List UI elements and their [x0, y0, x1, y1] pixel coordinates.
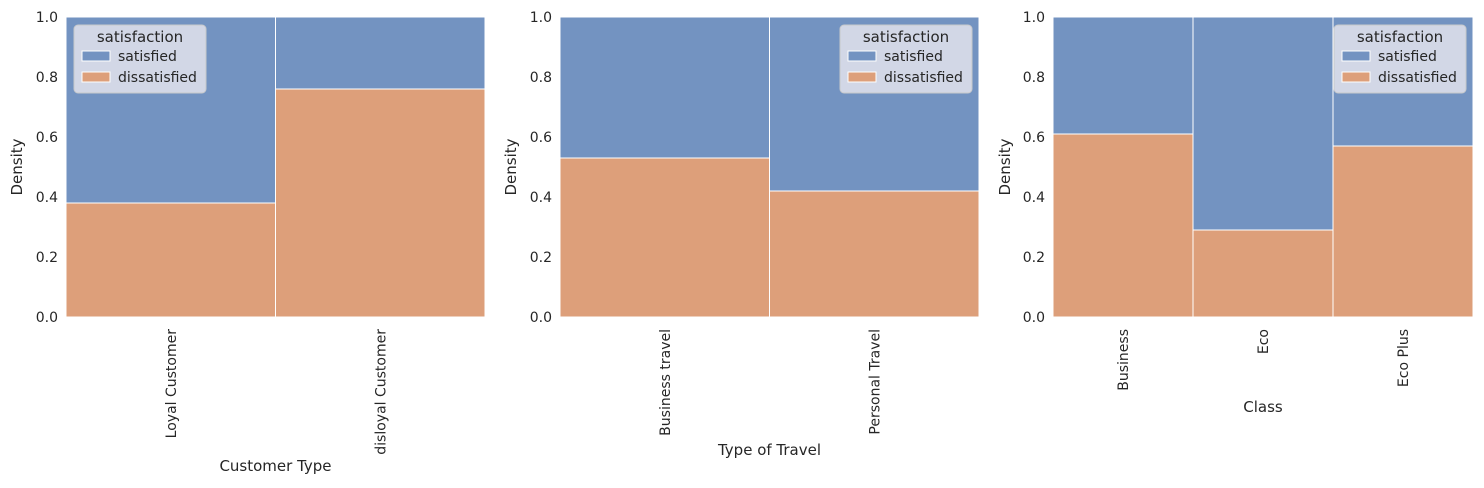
y-tick-label: 0.6: [530, 130, 552, 146]
legend-swatch-satisfied: [847, 50, 877, 62]
y-tick-label: 0.4: [530, 190, 552, 206]
x-tick-label: Personal Travel: [867, 329, 883, 435]
y-axis-label: Density: [8, 138, 26, 195]
legend-title: satisfaction: [863, 28, 949, 46]
x-tick-label: Eco Plus: [1396, 329, 1412, 387]
y-tick-label: 0.0: [530, 310, 552, 326]
x-tick-label: disloyal Customer: [373, 329, 389, 455]
legend-title: satisfaction: [97, 28, 183, 46]
y-tick-label: 0.8: [530, 70, 552, 86]
y-tick-label: 0.6: [36, 130, 58, 146]
y-tick-label: 0.2: [36, 250, 58, 266]
bar-dissatisfied: [65, 202, 276, 318]
y-tick-label: 0.4: [1023, 190, 1045, 206]
x-tick-label: Business: [1116, 329, 1132, 391]
bar-dissatisfied: [275, 88, 486, 318]
y-tick-label: 1.0: [1023, 10, 1045, 26]
x-axis-label: Class: [1243, 398, 1283, 416]
panel-2: 0.0 0.2 0.4 0.6 0.8 1.0 Business travel Persona…: [502, 10, 980, 459]
legend-swatch-satisfied: [1341, 50, 1371, 62]
y-tick-label: 0.2: [1023, 250, 1045, 266]
bar-dissatisfied: [1332, 145, 1474, 318]
y-tick-label: 0.0: [36, 310, 58, 326]
y-tick-label: 0.2: [530, 250, 552, 266]
bar-dissatisfied: [559, 157, 770, 318]
y-axis-label: Density: [996, 138, 1014, 195]
y-tick-label: 1.0: [36, 10, 58, 26]
legend-swatch-dissatisfied: [1341, 71, 1371, 83]
x-axis-label: Type of Travel: [717, 441, 821, 459]
bar-dissatisfied: [769, 190, 980, 318]
y-tick-label: 0.6: [1023, 130, 1045, 146]
legend-label-dissatisfied: dissatisfied: [884, 70, 963, 86]
legend-swatch-satisfied: [81, 50, 111, 62]
legend-label-satisfied: satisfied: [118, 49, 177, 65]
bar-dissatisfied: [1052, 133, 1194, 318]
y-tick-label: 0.8: [1023, 70, 1045, 86]
y-tick-label: 0.4: [36, 190, 58, 206]
legend-label-dissatisfied: dissatisfied: [118, 70, 197, 86]
y-tick-label: 0.8: [36, 70, 58, 86]
x-tick-label: Loyal Customer: [164, 329, 180, 439]
x-axis-label: Customer Type: [219, 457, 331, 475]
bar-satisfied: [1052, 16, 1194, 135]
panel-1: 0.0 0.2 0.4 0.6 0.8 1.0 Loyal Customer disloyal…: [8, 10, 486, 475]
bar-satisfied: [559, 16, 770, 159]
legend-label-satisfied: satisfied: [1378, 49, 1437, 65]
legend-title: satisfaction: [1357, 28, 1443, 46]
bar-satisfied: [275, 16, 486, 90]
legend-label-dissatisfied: dissatisfied: [1378, 70, 1457, 86]
legend-swatch-dissatisfied: [847, 71, 877, 83]
x-tick-label: Eco: [1256, 329, 1272, 354]
legend: satisfaction satisfied dissatisfied: [1333, 24, 1467, 94]
y-tick-label: 0.0: [1023, 310, 1045, 326]
legend-label-satisfied: satisfied: [884, 49, 943, 65]
x-tick-label: Business travel: [658, 329, 674, 436]
legend: satisfaction satisfied dissatisfied: [73, 24, 207, 94]
y-axis-label: Density: [502, 138, 520, 195]
y-tick-label: 1.0: [530, 10, 552, 26]
bar-satisfied: [1192, 16, 1334, 231]
panel-3: 0.0 0.2 0.4 0.6 0.8 1.0 Business Eco Eco Plus Cla…: [996, 10, 1474, 416]
legend-swatch-dissatisfied: [81, 71, 111, 83]
bar-dissatisfied: [1192, 229, 1334, 318]
legend: satisfaction satisfied dissatisfied: [839, 24, 973, 94]
